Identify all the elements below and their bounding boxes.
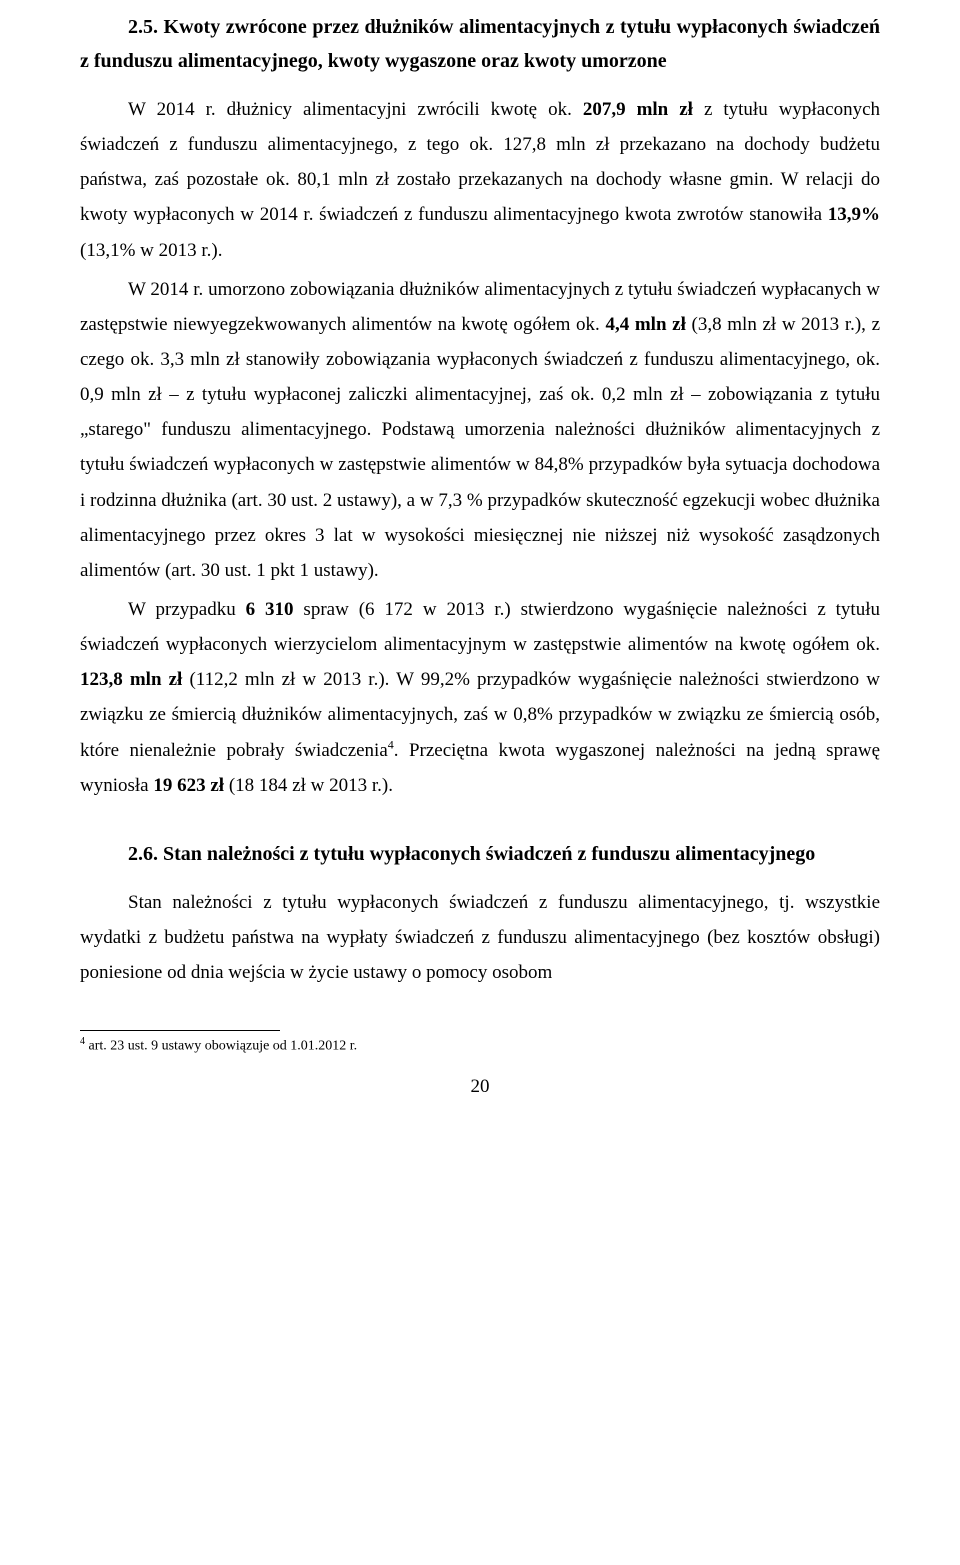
footnote-body: art. 23 ust. 9 ustawy obowiązuje od 1.01… — [85, 1039, 357, 1054]
footnote-separator — [80, 1030, 280, 1031]
section-2-6-heading: 2.6. Stan należności z tytułu wypłaconyc… — [80, 837, 880, 871]
text-run: (3,8 mln zł w 2013 r.), z czego ok. 3,3 … — [80, 314, 880, 581]
section-2-5-para-1: W 2014 r. dłużnicy alimentacyjni zwrócil… — [80, 92, 880, 268]
bold-value: 19 623 zł — [153, 775, 224, 796]
bold-value: 6 310 — [246, 599, 294, 620]
bold-value: 13,9% — [828, 204, 880, 225]
bold-value: 207,9 mln zł — [583, 99, 693, 120]
vertical-spacer — [80, 807, 880, 837]
page-number: 20 — [80, 1076, 880, 1098]
text-run: W 2014 r. dłużnicy alimentacyjni zwrócil… — [128, 99, 583, 120]
bold-value: 123,8 mln zł — [80, 669, 182, 690]
section-2-5-para-2: W 2014 r. umorzono zobowiązania dłużnikó… — [80, 272, 880, 588]
document-page: 2.5. Kwoty zwrócone przez dłużników alim… — [0, 0, 960, 1128]
text-run: (18 184 zł w 2013 r.). — [224, 775, 393, 796]
text-run: (13,1% w 2013 r.). — [80, 240, 222, 261]
section-2-5-heading: 2.5. Kwoty zwrócone przez dłużników alim… — [80, 10, 880, 78]
bold-value: 4,4 mln zł — [605, 314, 685, 335]
footnote-text: 4 art. 23 ust. 9 ustawy obowiązuje od 1.… — [80, 1035, 880, 1056]
section-2-5-para-3: W przypadku 6 310 spraw (6 172 w 2013 r.… — [80, 592, 880, 803]
text-run: W przypadku — [128, 599, 246, 620]
section-2-6-para-1: Stan należności z tytułu wypłaconych świ… — [80, 885, 880, 990]
